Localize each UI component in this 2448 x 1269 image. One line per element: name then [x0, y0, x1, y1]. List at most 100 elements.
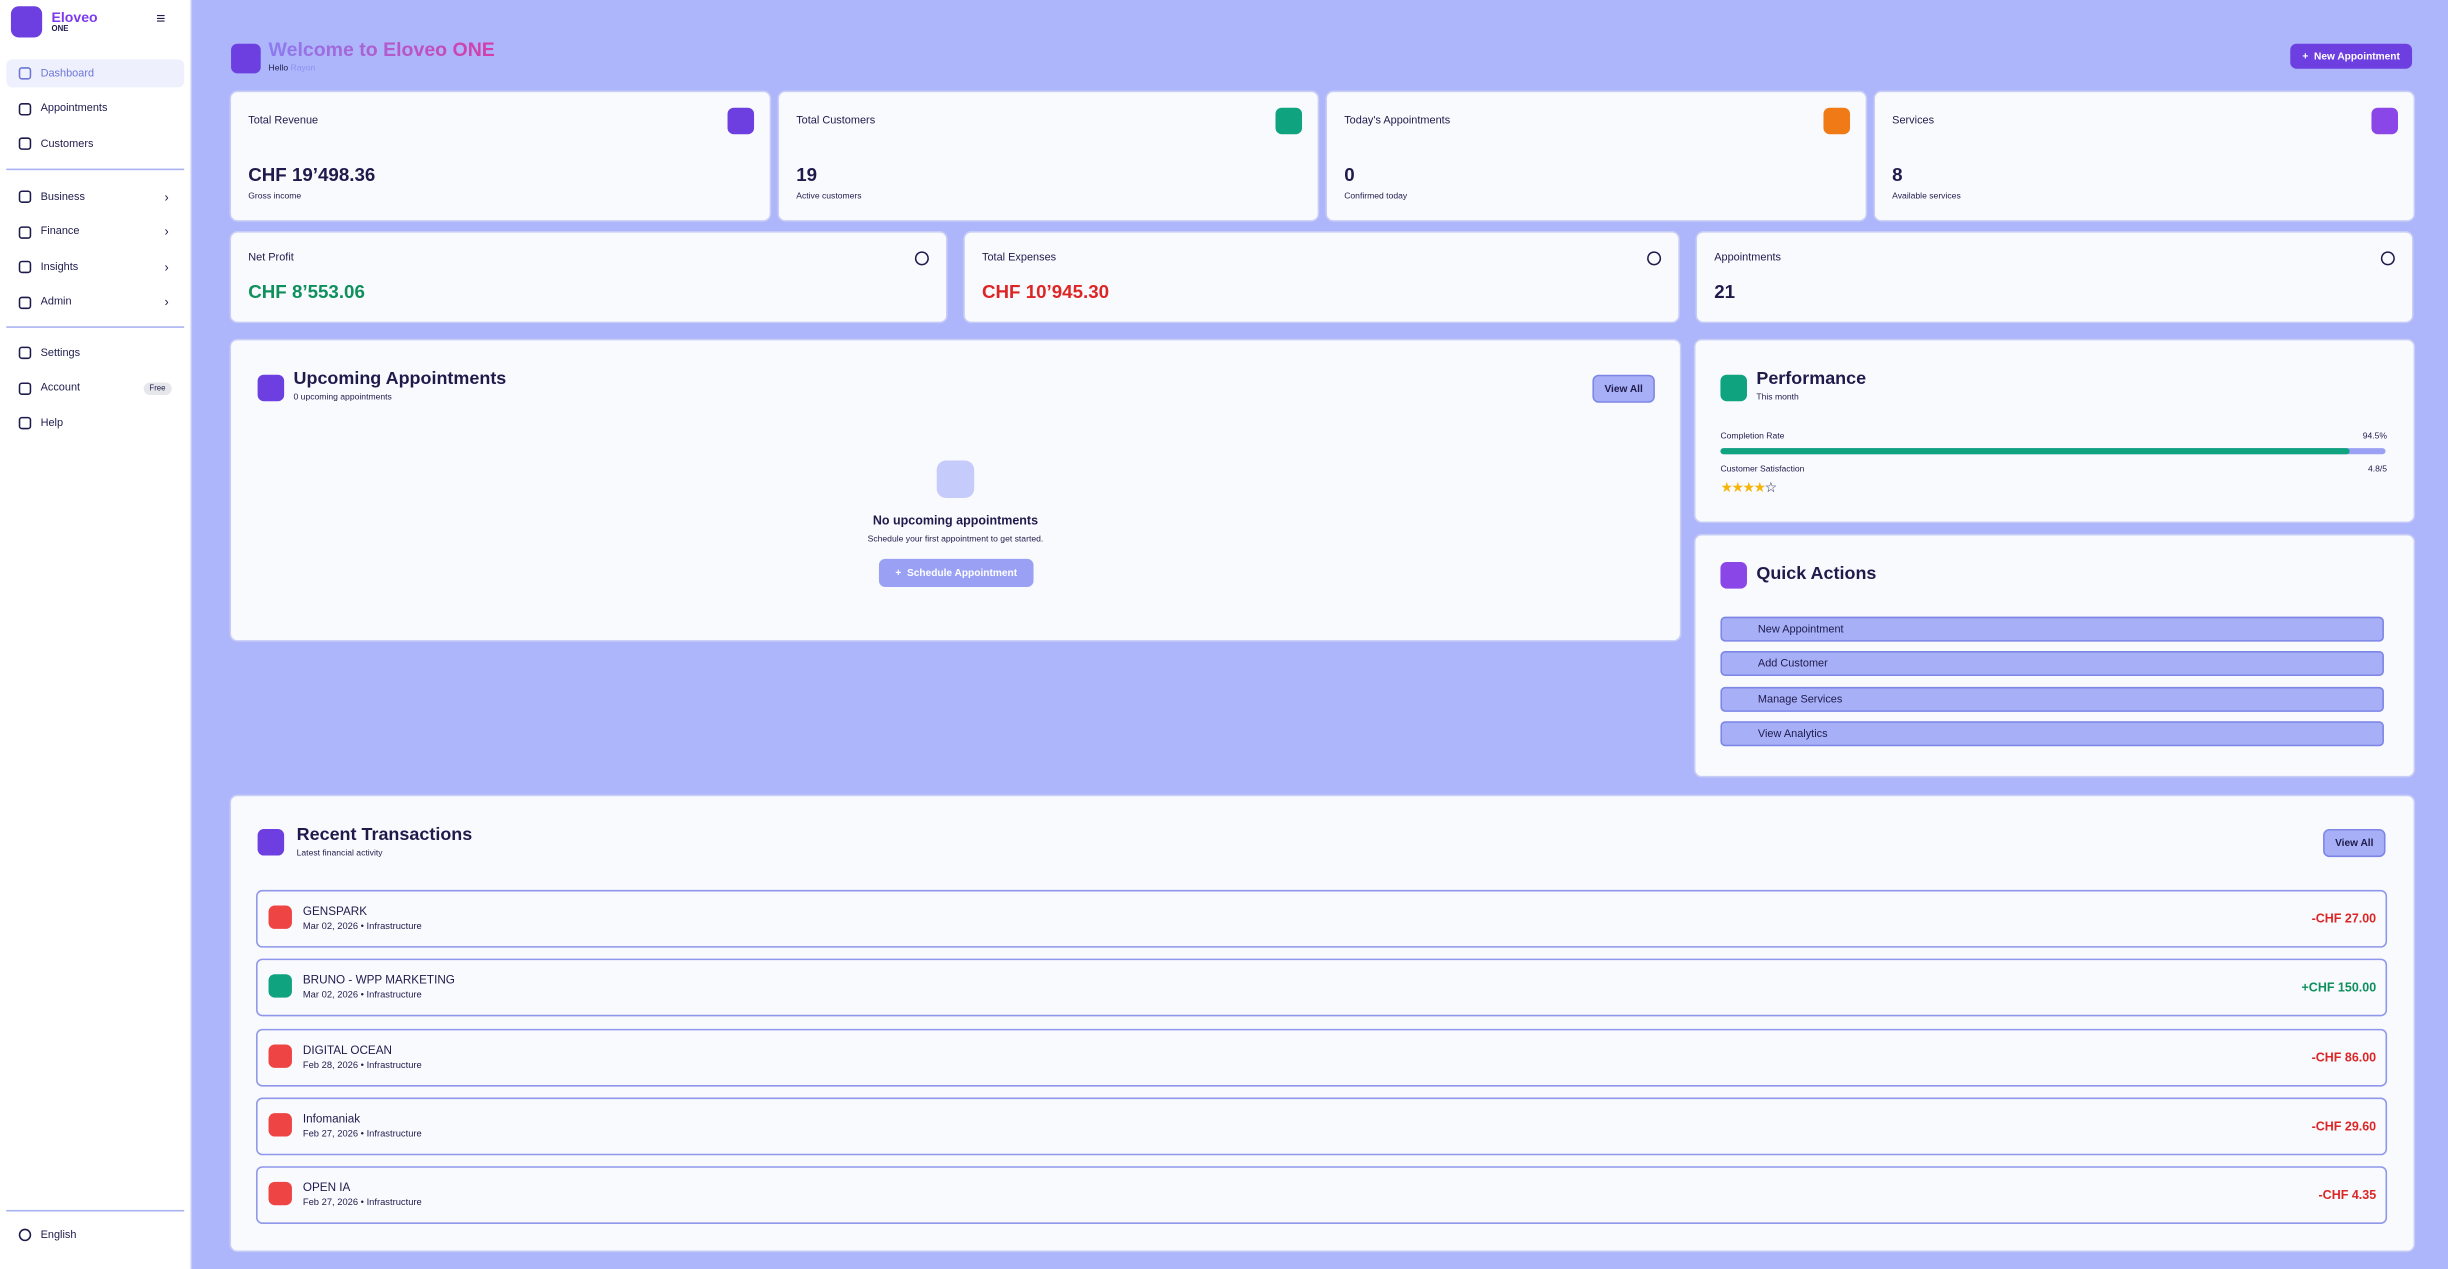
- nav-label: Dashboard: [40, 67, 95, 79]
- logo: [10, 6, 43, 38]
- transaction-row[interactable]: GENSPARK Mar 02, 2026 • Infrastructure -CH…: [256, 889, 2388, 948]
- nav-group[interactable]: Finance ›: [6, 218, 184, 246]
- transaction-name: DIGITAL OCEAN: [302, 1042, 393, 1057]
- card-subtitle: Latest financial activity: [296, 849, 383, 859]
- nav-item[interactable]: Account Free: [6, 374, 184, 402]
- metric-value: 4.8/5: [2367, 465, 2388, 475]
- quick-action[interactable]: Add Customer: [1720, 651, 2384, 676]
- transaction-name: BRUNO - WPP MARKETING: [302, 973, 455, 988]
- transaction-icon: [268, 1182, 292, 1206]
- greeting-text: Hello: [268, 64, 289, 74]
- summary-label: Appointments: [1714, 252, 1782, 264]
- stat-sub: Active customers: [796, 192, 862, 202]
- metric-label: Completion Rate: [1720, 432, 1785, 442]
- stat-card: Today's Appointments 0 Confirmed today: [1325, 90, 1868, 222]
- quick-action[interactable]: New Appointment: [1720, 616, 2384, 642]
- new-appointment-button[interactable]: + New Appointment: [2290, 43, 2413, 69]
- metric-label: Customer Satisfaction: [1720, 465, 1805, 475]
- stat-sub: Available services: [1892, 192, 1961, 202]
- transaction-row[interactable]: Infomaniak Feb 27, 2026 • Infrastructure -…: [256, 1097, 2388, 1156]
- progress-bar: [1720, 448, 2349, 454]
- nav-item[interactable]: Settings: [6, 339, 184, 367]
- nav-label: Business: [40, 191, 85, 203]
- nav-group[interactable]: Insights ›: [6, 253, 184, 281]
- quick-action[interactable]: Manage Services: [1720, 686, 2384, 712]
- separator: [6, 1209, 185, 1212]
- view-all-button[interactable]: View All: [1592, 374, 1655, 403]
- card-title: Recent Transactions: [296, 825, 473, 845]
- view-all-button[interactable]: View All: [2323, 828, 2386, 858]
- nav-group[interactable]: Admin ›: [6, 288, 184, 316]
- language-label: English: [40, 1229, 77, 1241]
- stat-icon: [1275, 107, 1303, 135]
- language-switch[interactable]: English: [6, 1221, 184, 1256]
- transaction-meta: Mar 02, 2026 • Infrastructure: [302, 922, 422, 933]
- summary-icon: [2380, 251, 2395, 266]
- transaction-row[interactable]: OPEN IA Feb 27, 2026 • Infrastructure -CHF…: [256, 1166, 2388, 1225]
- nav-primary: Dashboard Appointments Customers: [6, 59, 185, 164]
- stat-sub: Confirmed today: [1344, 192, 1408, 202]
- nav-item[interactable]: Help: [6, 409, 184, 437]
- summary-label: Total Expenses: [981, 252, 1057, 264]
- action-label: Manage Services: [1757, 693, 1843, 705]
- separator: [6, 168, 185, 171]
- metric-value: 94.5%: [2362, 432, 2388, 442]
- card-icon: [1720, 562, 1747, 589]
- nav-label: Admin: [40, 296, 72, 308]
- nav-group[interactable]: Business ›: [6, 183, 184, 211]
- empty-text: Schedule your first appointment to get s…: [867, 535, 1044, 545]
- nav-item[interactable]: Dashboard: [6, 59, 185, 88]
- summary-icon: [914, 251, 929, 266]
- plan-badge: Free: [143, 381, 172, 395]
- nav-label: Insights: [40, 261, 79, 273]
- transaction-icon: [268, 1043, 292, 1068]
- button-label: Schedule Appointment: [906, 567, 1018, 579]
- language-item[interactable]: English: [6, 1221, 184, 1249]
- upcoming-card: Upcoming Appointments 0 upcoming appoint…: [229, 338, 1682, 642]
- stat-card: Total Revenue CHF 19’498.36 Gross income: [229, 90, 772, 222]
- sidebar: Eloveo ONE ≡ Dashboard Appointments Custo…: [0, 0, 193, 1269]
- performance-card: Performance This month Completion Rate 9…: [1693, 338, 2416, 524]
- transaction-meta: Feb 27, 2026 • Infrastructure: [302, 1130, 422, 1140]
- card-title: Performance: [1756, 370, 1867, 389]
- summary-card: Net Profit CHF 8’553.06: [229, 231, 948, 324]
- nav-label: Help: [40, 417, 64, 429]
- stat-label: Today's Appointments: [1344, 115, 1451, 127]
- stat-card: Total Customers 19 Active customers: [777, 90, 1320, 222]
- summary-label: Net Profit: [248, 252, 294, 264]
- transaction-icon: [268, 1112, 292, 1137]
- transaction-row[interactable]: BRUNO - WPP MARKETING Mar 02, 2026 • Infr…: [256, 959, 2388, 1017]
- stat-icon: [727, 107, 755, 135]
- nav-label: Account: [40, 382, 81, 394]
- rating-stars: ★★★★☆: [1720, 479, 1777, 495]
- transaction-amount: -CHF 4.35: [2318, 1188, 2377, 1203]
- button-label: New Appointment: [2314, 50, 2400, 62]
- progress-track: [1720, 448, 2386, 454]
- card-icon: [1720, 374, 1747, 402]
- summary-value: 21: [1714, 281, 1736, 303]
- summary-value: CHF 10’945.30: [981, 281, 1110, 303]
- nav-item[interactable]: Customers: [6, 130, 184, 158]
- transaction-row[interactable]: DIGITAL OCEAN Feb 28, 2026 • Infrastructu…: [256, 1028, 2388, 1086]
- stat-value: 8: [1892, 163, 1903, 186]
- stat-value: CHF 19’498.36: [248, 163, 376, 186]
- page-title: Welcome to Eloveo ONE: [268, 39, 495, 61]
- action-label: Add Customer: [1757, 658, 1828, 669]
- schedule-button[interactable]: + Schedule Appointment: [878, 558, 1034, 588]
- transaction-amount: -CHF 27.00: [2311, 911, 2377, 926]
- nav-label: Customers: [40, 138, 94, 150]
- card-title: Quick Actions: [1756, 565, 1877, 584]
- transaction-icon: [268, 974, 292, 999]
- summary-icon: [1647, 251, 1662, 266]
- user-name: Rayon: [290, 64, 316, 74]
- greeting: Hello Rayon: [269, 64, 316, 73]
- nav-item[interactable]: Appointments: [6, 94, 184, 122]
- menu-toggle[interactable]: ≡: [156, 10, 166, 29]
- card-subtitle: 0 upcoming appointments: [293, 393, 392, 403]
- quick-action[interactable]: View Analytics: [1720, 721, 2384, 747]
- action-label: New Appointment: [1757, 623, 1844, 635]
- stat-label: Total Customers: [796, 115, 876, 127]
- transaction-meta: Feb 28, 2026 • Infrastructure: [302, 1060, 422, 1071]
